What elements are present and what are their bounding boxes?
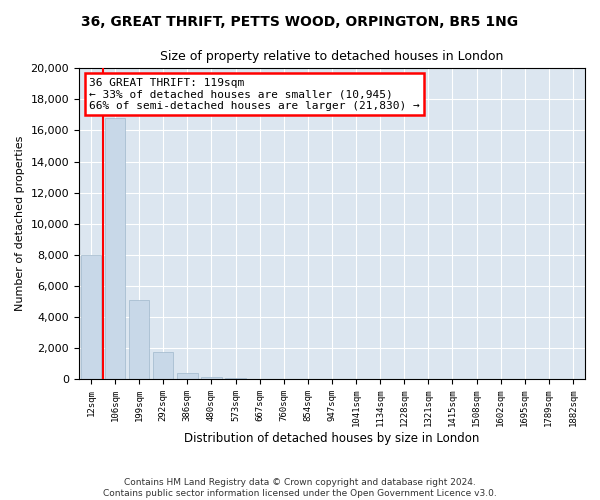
Text: Contains HM Land Registry data © Crown copyright and database right 2024.
Contai: Contains HM Land Registry data © Crown c… <box>103 478 497 498</box>
Bar <box>226 378 246 379</box>
Bar <box>105 118 125 379</box>
Bar <box>81 255 101 379</box>
Bar <box>153 352 173 379</box>
Title: Size of property relative to detached houses in London: Size of property relative to detached ho… <box>160 50 503 63</box>
Text: 36 GREAT THRIFT: 119sqm
← 33% of detached houses are smaller (10,945)
66% of sem: 36 GREAT THRIFT: 119sqm ← 33% of detache… <box>89 78 420 111</box>
Text: 36, GREAT THRIFT, PETTS WOOD, ORPINGTON, BR5 1NG: 36, GREAT THRIFT, PETTS WOOD, ORPINGTON,… <box>82 15 518 29</box>
Bar <box>177 373 197 379</box>
Y-axis label: Number of detached properties: Number of detached properties <box>15 136 25 312</box>
Bar <box>201 377 221 379</box>
Bar <box>129 300 149 379</box>
X-axis label: Distribution of detached houses by size in London: Distribution of detached houses by size … <box>184 432 479 445</box>
